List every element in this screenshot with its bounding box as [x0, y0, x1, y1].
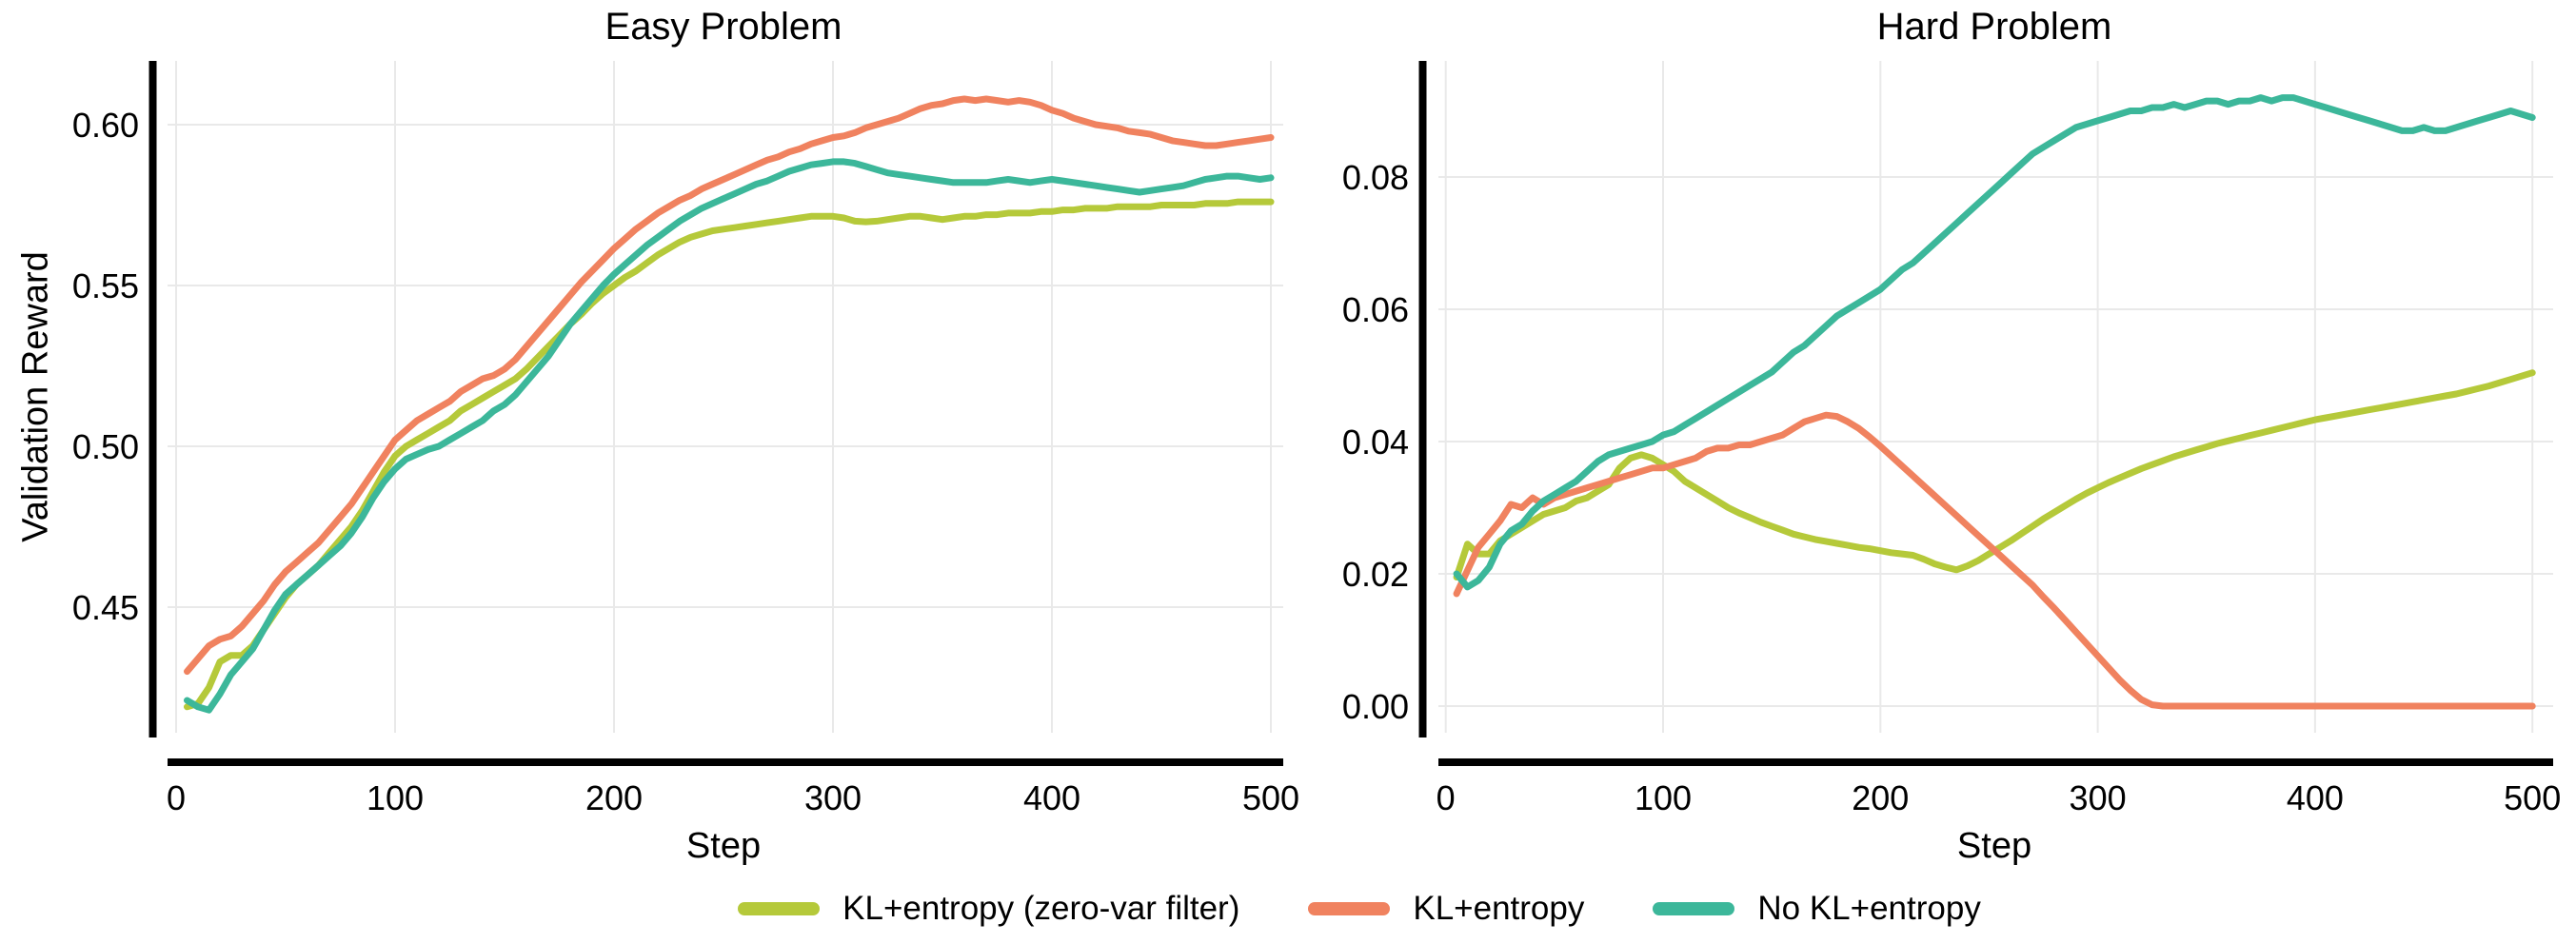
y-tick-label: 0.00	[1342, 687, 1409, 726]
y-tick-label: 0.08	[1342, 158, 1409, 197]
x-tick-label: 0	[167, 778, 186, 817]
y-tick-label: 0.55	[72, 266, 139, 305]
x-tick-label: 200	[585, 778, 643, 817]
x-tick-label: 300	[2070, 778, 2127, 817]
y-tick-label: 0.45	[72, 588, 139, 627]
x-tick-label: 0	[1437, 778, 1456, 817]
y-axis-label-validation-reward: Validation Reward	[15, 251, 56, 542]
x-tick-label: 100	[1635, 778, 1692, 817]
x-axis-label-step-easy: Step	[685, 826, 762, 866]
legend-item-no-kl-entropy: No KL+entropy	[1653, 890, 1981, 928]
x-tick-label: 500	[2504, 778, 2561, 817]
x-tick-label: 400	[2287, 778, 2344, 817]
x-tick-label: 200	[1852, 778, 1909, 817]
legend-item-kl-entropy-zero-var-filter: KL+entropy (zero-var filter)	[738, 890, 1239, 928]
y-tick-label: 0.02	[1342, 555, 1409, 594]
y-tick-label: 0.60	[72, 106, 139, 145]
legend: KL+entropy (zero-var filter) KL+entropy …	[0, 883, 2576, 934]
legend-item-kl-entropy: KL+entropy	[1308, 890, 1584, 928]
legend-label: KL+entropy (zero-var filter)	[842, 890, 1240, 927]
series-line-kl-entropy	[184, 95, 1275, 676]
panel-title-easy-problem: Easy Problem	[604, 6, 842, 48]
y-tick-label: 0.06	[1342, 290, 1409, 329]
series-line-no-kl-entropy	[1453, 94, 2536, 591]
x-tick-label: 400	[1023, 778, 1080, 817]
legend-swatch-icon	[1308, 902, 1391, 915]
x-axis-label-step-hard: Step	[1956, 826, 2032, 866]
legend-swatch-icon	[1653, 902, 1735, 915]
series-line-no-kl-entropy	[184, 158, 1275, 714]
series-line-kl-entropy-zero-var-filter-	[184, 198, 1275, 711]
panel-title-hard-problem: Hard Problem	[1876, 6, 2112, 48]
legend-swatch-icon	[738, 902, 821, 915]
y-tick-label: 0.50	[72, 427, 139, 466]
y-tick-label: 0.04	[1342, 423, 1409, 462]
series-line-kl-entropy	[1453, 411, 2536, 710]
legend-label: No KL+entropy	[1757, 890, 1981, 927]
legend-label: KL+entropy	[1413, 890, 1585, 927]
x-tick-label: 300	[804, 778, 862, 817]
x-tick-label: 500	[1242, 778, 1299, 817]
x-tick-label: 100	[367, 778, 424, 817]
